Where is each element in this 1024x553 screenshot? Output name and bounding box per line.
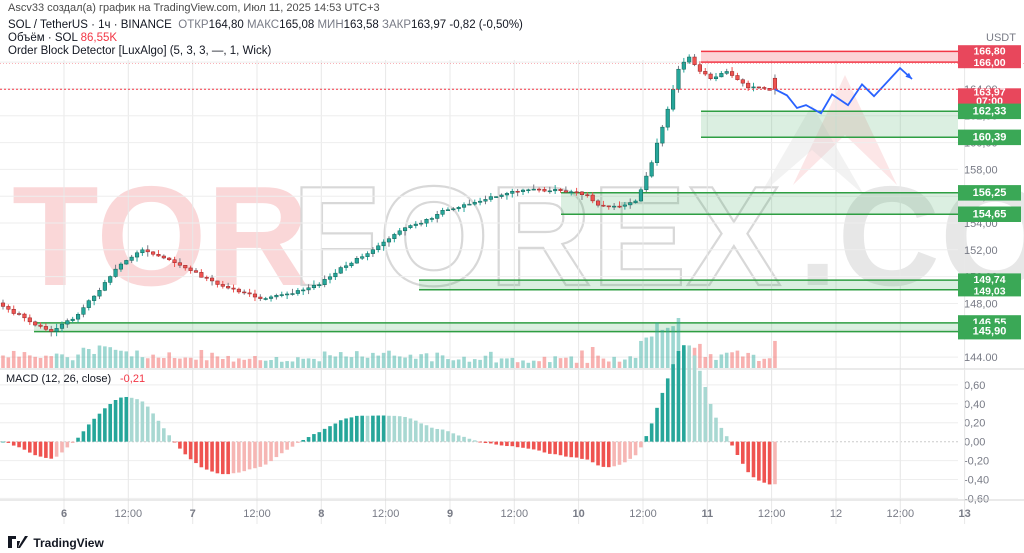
svg-text:9: 9 <box>447 508 453 520</box>
svg-text:162,33: 162,33 <box>973 105 1007 117</box>
svg-text:TOR: TOR <box>12 157 309 316</box>
svg-text:166,00: 166,00 <box>973 57 1005 69</box>
svg-text:6: 6 <box>61 508 67 520</box>
svg-text:11: 11 <box>701 508 713 520</box>
svg-text:-0,20: -0,20 <box>964 456 989 468</box>
svg-text:7: 7 <box>190 508 196 520</box>
svg-text:152,00: 152,00 <box>964 245 998 257</box>
svg-text:13: 13 <box>958 508 970 520</box>
svg-text:145,90: 145,90 <box>973 326 1007 338</box>
svg-text:12:00: 12:00 <box>243 508 271 520</box>
svg-text:0,40: 0,40 <box>964 399 985 411</box>
svg-text:144.00: 144.00 <box>964 352 998 364</box>
svg-text:12:00: 12:00 <box>115 508 143 520</box>
svg-text:149,03: 149,03 <box>973 285 1005 297</box>
svg-text:MACD (12, 26, close): MACD (12, 26, close) <box>6 373 111 385</box>
svg-text:154,65: 154,65 <box>973 208 1007 220</box>
svg-text:12:00: 12:00 <box>501 508 529 520</box>
svg-text:12:00: 12:00 <box>758 508 786 520</box>
svg-text:160,39: 160,39 <box>973 131 1007 143</box>
svg-text:0,60: 0,60 <box>964 380 985 392</box>
svg-text:12:00: 12:00 <box>887 508 915 520</box>
svg-text:8: 8 <box>318 508 324 520</box>
svg-text:166,80: 166,80 <box>973 46 1005 58</box>
svg-text:0,00: 0,00 <box>964 437 985 449</box>
svg-text:149,74: 149,74 <box>973 274 1005 286</box>
svg-text:12:00: 12:00 <box>372 508 400 520</box>
svg-text:10: 10 <box>572 508 584 520</box>
svg-text:12:00: 12:00 <box>629 508 657 520</box>
svg-text:148,00: 148,00 <box>964 299 998 311</box>
svg-text:156,25: 156,25 <box>973 187 1007 199</box>
svg-text:158,00: 158,00 <box>964 164 998 176</box>
svg-text:-0,40: -0,40 <box>964 475 989 487</box>
svg-text:0,20: 0,20 <box>964 418 985 430</box>
svg-text:-0,60: -0,60 <box>964 493 989 505</box>
svg-text:-0,21: -0,21 <box>120 373 145 385</box>
svg-text:12: 12 <box>830 508 842 520</box>
